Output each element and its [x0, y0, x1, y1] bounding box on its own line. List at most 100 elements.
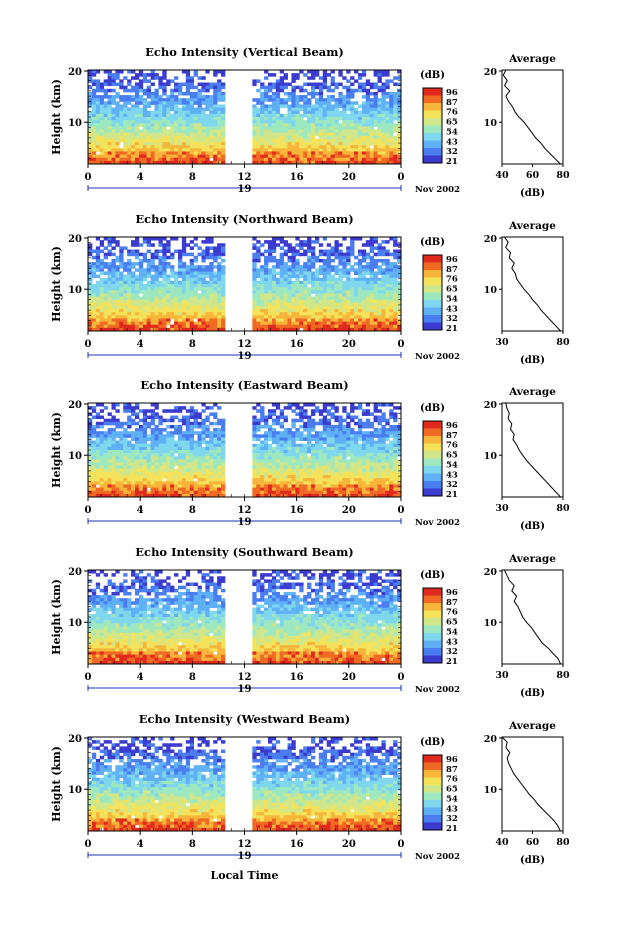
colorbar-swatch	[423, 148, 442, 156]
heatmap-cell	[330, 113, 335, 118]
heatmap-cell	[271, 309, 277, 313]
heatmap-cell	[287, 440, 292, 445]
heatmap-cell	[350, 309, 355, 313]
heatmap-cell	[397, 104, 402, 108]
heatmap-cell	[170, 293, 175, 297]
heatmap-cell	[299, 129, 304, 134]
heatmap-cell	[115, 243, 120, 247]
heatmap-cell	[322, 237, 328, 241]
heatmap-cell	[209, 98, 214, 102]
heatmap-cell	[177, 160, 183, 165]
heatmap-cell	[361, 443, 367, 448]
heatmap-cell	[181, 265, 187, 269]
heatmap-cell	[123, 290, 128, 294]
heatmap-cell	[393, 123, 398, 127]
heatmap-cell	[134, 98, 140, 102]
heatmap-cell	[330, 428, 335, 432]
heatmap-cell	[311, 265, 316, 269]
heatmap-cell	[252, 243, 257, 247]
heatmap-cell	[346, 148, 351, 152]
heatmap-cell	[177, 265, 183, 269]
heatmap-cell	[299, 315, 304, 319]
heatmap-cell	[338, 309, 343, 313]
heatmap-cell	[88, 418, 93, 423]
heatmap-cell	[127, 95, 132, 99]
heatmap-cell	[131, 252, 136, 257]
heatmap-cell	[95, 459, 101, 463]
heatmap-cell	[111, 296, 116, 301]
heatmap-cell	[170, 151, 175, 155]
heatmap-cell	[209, 315, 214, 319]
heatmap-cell	[350, 104, 355, 108]
heatmap-cell	[373, 240, 378, 244]
heatmap-cell	[361, 85, 367, 90]
heatmap-cell	[217, 321, 222, 326]
heatmap-cell	[275, 318, 281, 322]
heatmap-cell	[119, 318, 124, 322]
heatmap-cell	[318, 135, 324, 140]
heatmap-cell	[264, 315, 269, 319]
heatmap-cell	[295, 151, 300, 155]
heatmap-cell	[338, 299, 343, 304]
heatmap-cell	[354, 145, 359, 149]
heatmap-cell	[346, 126, 351, 130]
heatmap-cell	[318, 324, 324, 329]
heatmap-cell	[142, 154, 148, 159]
heatmap-cell	[271, 237, 277, 241]
heatmap-cell	[115, 277, 120, 282]
heatmap-cell	[314, 240, 320, 244]
heatmap-cell	[134, 324, 140, 329]
heatmap-cell	[205, 415, 210, 420]
heatmap-cell	[381, 299, 386, 304]
heatmap-cell	[256, 135, 261, 140]
heatmap-cell	[252, 157, 257, 162]
heatmap-cell	[166, 145, 171, 149]
heatmap-cell	[134, 421, 140, 426]
heatmap-cell	[271, 268, 277, 272]
heatmap-cell	[295, 287, 300, 291]
heatmap-cell	[138, 431, 144, 435]
heatmap-cell	[318, 265, 324, 269]
heatmap-cell	[307, 142, 312, 146]
heatmap-cell	[283, 443, 288, 448]
heatmap-cell	[209, 255, 214, 260]
heatmap-cell	[217, 135, 222, 140]
heatmap-cell	[311, 107, 316, 112]
heatmap-cell	[217, 70, 222, 74]
heatmap-cell	[342, 287, 347, 291]
heatmap-cell	[256, 428, 261, 432]
heatmap-cell	[162, 290, 167, 294]
heatmap-cell	[326, 154, 331, 159]
heatmap-cell	[103, 88, 108, 93]
heatmap-cell	[393, 82, 398, 87]
heatmap-cell	[279, 318, 285, 322]
heatmap-cell	[91, 70, 97, 74]
heatmap-cell	[189, 142, 195, 146]
heatmap-cell	[381, 456, 386, 460]
heatmap-cell	[142, 327, 148, 332]
heatmap-cell	[209, 126, 214, 130]
heatmap-cell	[357, 73, 363, 77]
heatmap-cell	[111, 98, 116, 102]
heatmap-cell	[115, 271, 120, 275]
heatmap-cell	[318, 287, 324, 291]
heatmap-cell	[213, 299, 218, 304]
heatmap-cell	[279, 262, 285, 266]
heatmap-cell	[197, 446, 202, 451]
heatmap-cell	[264, 148, 269, 152]
heatmap-cell	[307, 428, 312, 432]
heatmap-cell	[365, 424, 371, 429]
heatmap-cell	[369, 321, 375, 326]
heatmap-cell	[252, 129, 257, 134]
heatmap-cell	[91, 406, 97, 410]
heatmap-cell	[162, 446, 167, 451]
heatmap-cell	[256, 160, 261, 165]
heatmap-cell	[189, 135, 195, 140]
heatmap-cell	[146, 296, 151, 301]
heatmap-cell	[134, 255, 140, 260]
heatmap-cell	[369, 446, 375, 451]
heatmap-cell	[334, 132, 339, 137]
heatmap-cell	[142, 440, 148, 445]
heatmap-cell	[318, 434, 324, 438]
heatmap-cell	[377, 113, 382, 118]
